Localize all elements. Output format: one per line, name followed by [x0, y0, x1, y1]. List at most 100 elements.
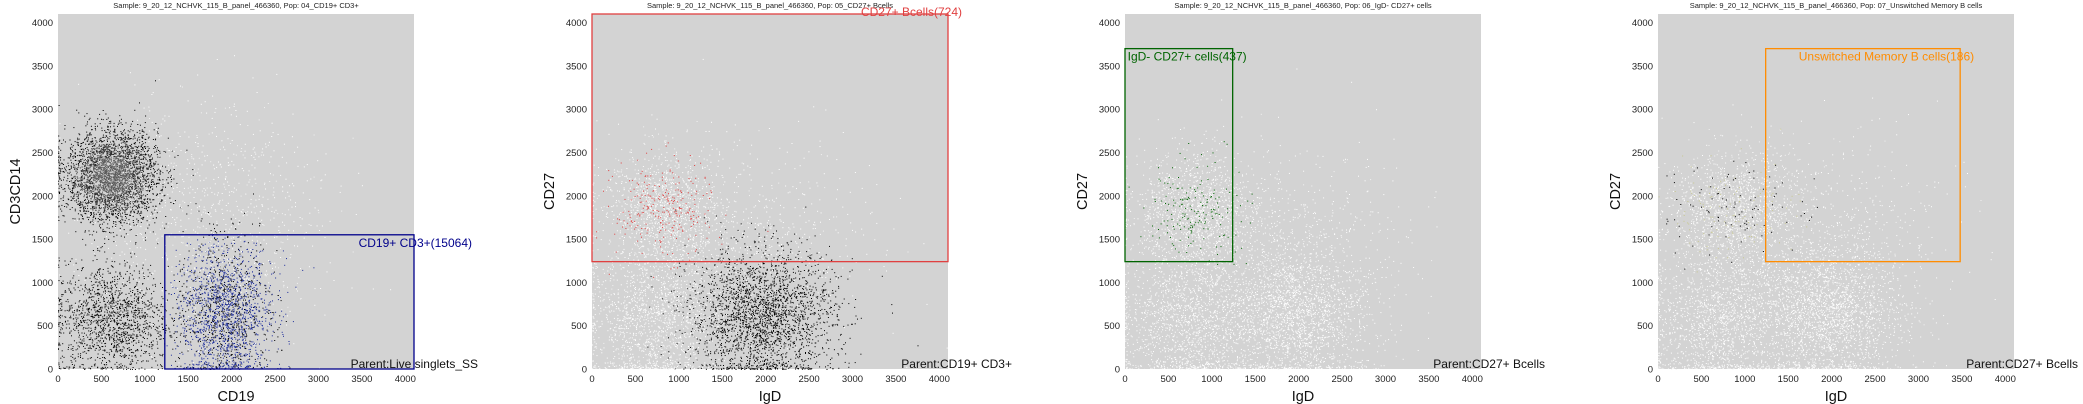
- event-dot: [122, 167, 124, 169]
- event-dot: [141, 206, 143, 208]
- event-dot: [136, 140, 138, 142]
- event-dot: [63, 332, 65, 334]
- event-dot: [121, 365, 123, 367]
- event-dot: [105, 181, 107, 183]
- event-dot: [124, 202, 126, 204]
- event-dot: [98, 335, 100, 337]
- event-dot: [82, 205, 84, 207]
- event-dot: [129, 189, 131, 191]
- event-dot: [108, 186, 110, 188]
- event-dot: [109, 159, 111, 160]
- event-dot: [111, 195, 113, 197]
- event-dot: [95, 174, 97, 176]
- event-dot: [69, 139, 71, 141]
- event-dot: [89, 133, 91, 135]
- event-dot: [103, 282, 105, 284]
- event-dot: [125, 146, 126, 148]
- event-dot: [105, 160, 107, 161]
- event-dot: [114, 148, 116, 150]
- event-dot: [132, 152, 134, 154]
- event-dot: [130, 256, 132, 258]
- event-dot: [101, 149, 103, 150]
- event-dot: [127, 191, 129, 193]
- event-dot: [126, 302, 128, 304]
- event-dot: [67, 301, 69, 303]
- event-dot: [102, 160, 104, 162]
- event-dot: [119, 185, 120, 187]
- event-dot: [96, 314, 98, 316]
- event-dot: [139, 188, 141, 190]
- event-dot: [131, 336, 133, 338]
- event-dot: [96, 185, 98, 187]
- event-dot: [135, 193, 137, 195]
- event-dot: [120, 365, 122, 367]
- event-dot: [117, 162, 119, 164]
- event-dot: [100, 184, 102, 185]
- event-dot: [63, 164, 64, 165]
- event-dot: [118, 190, 120, 192]
- event-dot: [115, 204, 117, 206]
- event-dot: [130, 180, 132, 182]
- event-dot: [114, 167, 116, 169]
- event-dot: [169, 171, 171, 172]
- event-dot: [125, 182, 126, 184]
- event-dot: [163, 329, 164, 330]
- event-dot: [147, 275, 149, 277]
- event-dot: [109, 327, 111, 329]
- event-dot: [137, 138, 139, 140]
- event-dot: [126, 171, 128, 173]
- event-dot: [96, 171, 98, 173]
- event-dot: [94, 167, 96, 169]
- event-dot: [130, 212, 132, 214]
- event-dot: [132, 193, 134, 195]
- event-dot: [80, 322, 82, 324]
- event-dot: [101, 223, 103, 225]
- event-dot: [102, 179, 104, 181]
- event-dot: [127, 138, 129, 140]
- event-dot: [162, 326, 163, 328]
- event-dot: [116, 217, 118, 219]
- event-dot: [108, 175, 110, 177]
- event-dot: [71, 292, 73, 294]
- event-dot: [94, 168, 95, 170]
- event-dot: [103, 340, 105, 342]
- event-dot: [130, 214, 131, 216]
- event-dot: [96, 300, 97, 302]
- event-dot: [67, 282, 69, 284]
- event-dot: [86, 344, 88, 346]
- event-dot: [122, 322, 124, 324]
- event-dot: [131, 310, 133, 312]
- event-dot: [89, 166, 91, 168]
- event-dot: [157, 163, 159, 165]
- event-dot: [113, 302, 115, 304]
- event-dot: [111, 287, 113, 289]
- event-dot: [81, 343, 83, 345]
- event-dot: [126, 222, 128, 224]
- event-dot: [72, 318, 74, 320]
- event-dot: [96, 201, 98, 203]
- event-dot: [115, 224, 117, 226]
- event-dot: [98, 300, 100, 301]
- event-dot: [119, 179, 121, 181]
- event-dot: [143, 131, 145, 133]
- event-dot: [115, 198, 117, 200]
- event-dot: [100, 193, 101, 195]
- event-dot: [93, 161, 95, 163]
- event-dot: [101, 153, 103, 155]
- event-dot: [58, 153, 60, 154]
- event-dot: [95, 167, 97, 168]
- event-dot: [104, 305, 106, 307]
- event-dot: [126, 182, 128, 184]
- event-dot: [130, 252, 132, 254]
- event-dot: [170, 169, 171, 171]
- event-dot: [128, 171, 130, 173]
- event-dot: [172, 348, 174, 350]
- event-dot: [96, 159, 98, 161]
- event-dot: [84, 191, 86, 193]
- event-dot: [147, 300, 149, 302]
- event-dot: [110, 176, 112, 178]
- event-dot: [137, 186, 139, 188]
- event-dot: [78, 112, 80, 114]
- event-dot: [104, 251, 106, 253]
- event-dot: [97, 125, 98, 127]
